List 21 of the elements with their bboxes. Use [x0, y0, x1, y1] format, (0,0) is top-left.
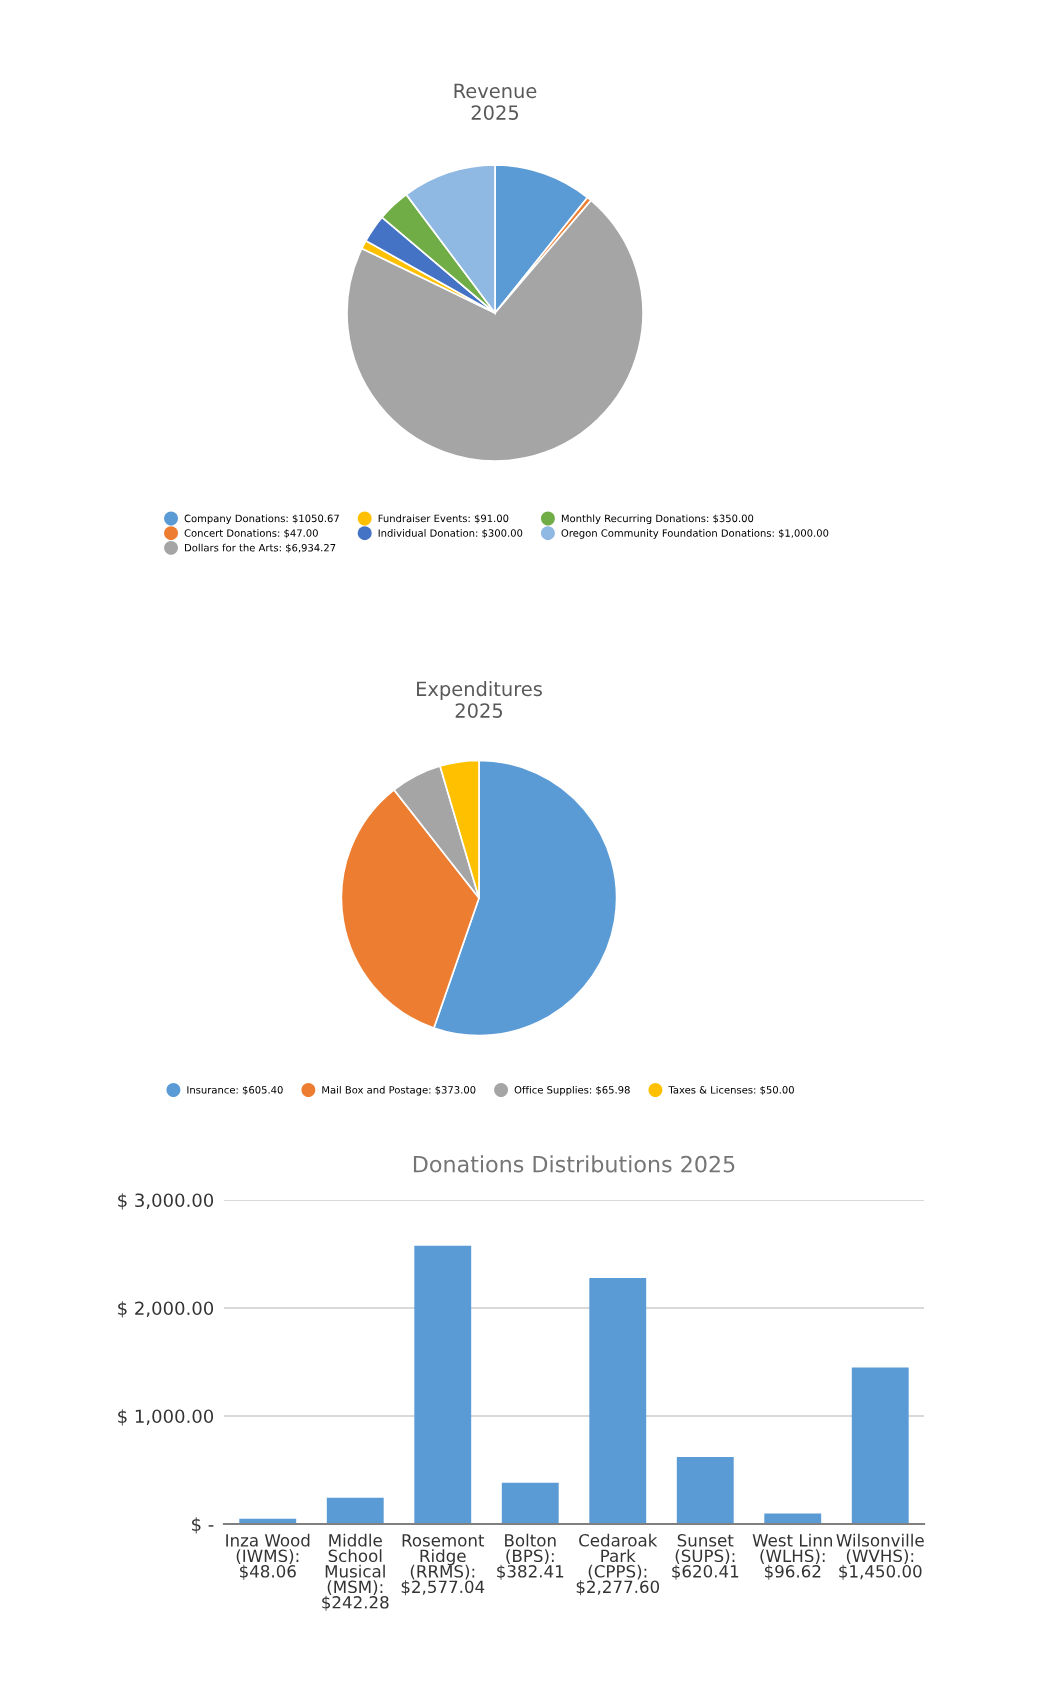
chart-title: Expenditures 2025 — [417, 681, 542, 718]
x-tick-label: Rosemont Ridge (RRMS): $2,577.04 — [401, 1534, 485, 1596]
chart-title: Revenue 2025 — [454, 83, 537, 120]
x-tick-label: Bolton (BPS): $382.41 — [497, 1533, 564, 1580]
bar — [501, 1482, 559, 1524]
x-tick-label: West Linn (WLHS): $96.62 — [752, 1533, 832, 1580]
x-tick-label: Inza Wood (IWMS): $48.06 — [226, 1533, 310, 1580]
chart-title: Donations Distributions 2025 — [413, 1155, 735, 1173]
x-tick-label: Wilsonville (WVHS): $1,450.00 — [836, 1533, 924, 1580]
bar — [851, 1367, 909, 1524]
bar — [414, 1245, 472, 1524]
y-tick-label: $ 2,000.00 — [118, 1301, 214, 1318]
bar — [589, 1278, 647, 1524]
y-tick-label: $ 3,000.00 — [118, 1193, 214, 1210]
bar — [676, 1457, 734, 1524]
x-tick-label: Sunset (SUPS): $620.41 — [672, 1534, 739, 1580]
bar — [326, 1497, 384, 1524]
y-tick-label: $ 1,000.00 — [118, 1409, 214, 1426]
x-tick-label: Cedaroak Park (CPPS): $2,277.60 — [576, 1533, 660, 1596]
x-tick-label: Middle School Musical (MSM): $242.28 — [322, 1533, 389, 1611]
y-tick-label: $ - — [192, 1517, 214, 1534]
